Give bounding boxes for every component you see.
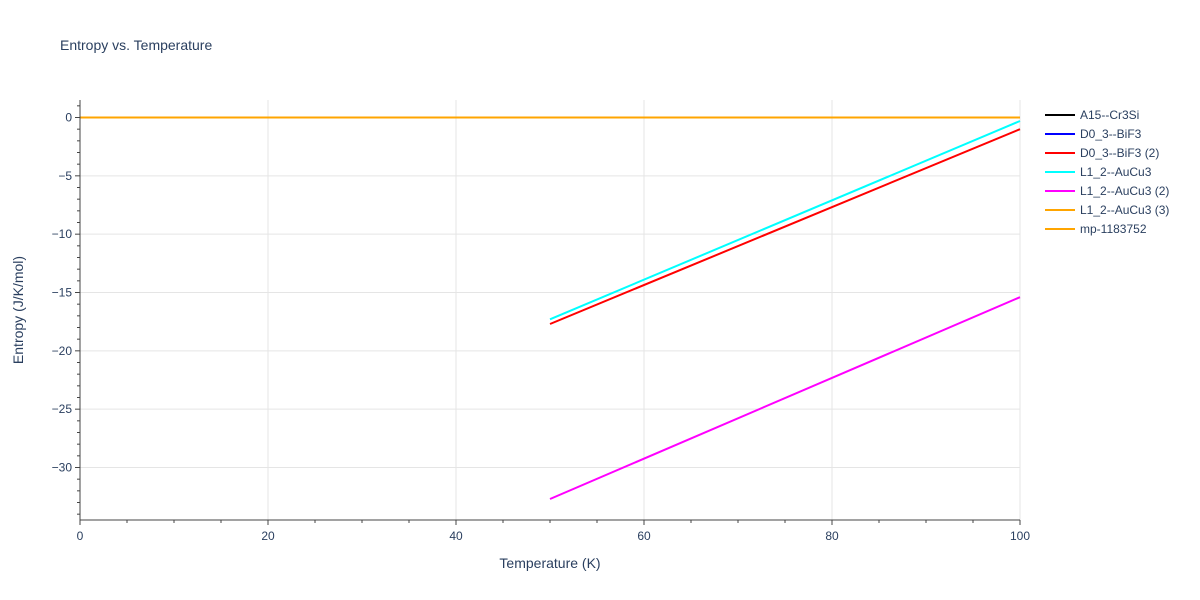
legend-item[interactable]: L1_2--AuCu3 xyxy=(1045,165,1152,179)
legend-label: mp-1183752 xyxy=(1080,222,1147,236)
grid xyxy=(80,100,1021,520)
y-axis-title: Entropy (J/K/mol) xyxy=(10,256,26,364)
legend-label: L1_2--AuCu3 xyxy=(1080,165,1152,179)
legend-item[interactable]: L1_2--AuCu3 (3) xyxy=(1045,203,1169,217)
x-tick-label: 40 xyxy=(449,529,463,543)
legend-item[interactable]: D0_3--BiF3 (2) xyxy=(1045,146,1159,160)
legend-item[interactable]: D0_3--BiF3 xyxy=(1045,127,1142,141)
y-tick-label: −20 xyxy=(52,344,73,358)
legend-label: L1_2--AuCu3 (3) xyxy=(1080,203,1169,217)
series-line xyxy=(549,120,1021,321)
chart-title: Entropy vs. Temperature xyxy=(60,37,212,53)
series-line xyxy=(549,296,1021,500)
series-line xyxy=(549,128,1021,325)
y-tick-label: −25 xyxy=(52,402,73,416)
legend-label: A15--Cr3Si xyxy=(1080,108,1139,122)
x-tick-label: 60 xyxy=(637,529,651,543)
y-tick-label: −15 xyxy=(52,286,73,300)
axes xyxy=(75,100,1021,525)
legend-item[interactable]: A15--Cr3Si xyxy=(1045,108,1139,122)
x-axis-title: Temperature (K) xyxy=(499,555,600,571)
legend-label: D0_3--BiF3 (2) xyxy=(1080,146,1159,160)
x-tick-label: 80 xyxy=(825,529,839,543)
y-tick-label: −30 xyxy=(52,461,73,475)
x-tick-label: 20 xyxy=(261,529,275,543)
legend-item[interactable]: mp-1183752 xyxy=(1045,222,1147,236)
legend[interactable]: A15--Cr3Si D0_3--BiF3 D0_3--BiF3 (2) L1_2--… xyxy=(1045,108,1169,236)
y-tick-label: −10 xyxy=(52,227,73,241)
x-tick-label: 100 xyxy=(1010,529,1030,543)
y-tick-label: −5 xyxy=(58,169,72,183)
legend-item[interactable]: L1_2--AuCu3 (2) xyxy=(1045,184,1169,198)
legend-label: L1_2--AuCu3 (2) xyxy=(1080,184,1169,198)
y-tick-label: 0 xyxy=(65,111,72,125)
plot-area xyxy=(80,116,1021,500)
legend-label: D0_3--BiF3 xyxy=(1080,127,1142,141)
x-tick-label: 0 xyxy=(77,529,84,543)
tick-labels: 0 20 40 60 80 100 0 −5 −10 −15 −20 −25 −30 xyxy=(52,111,1031,544)
